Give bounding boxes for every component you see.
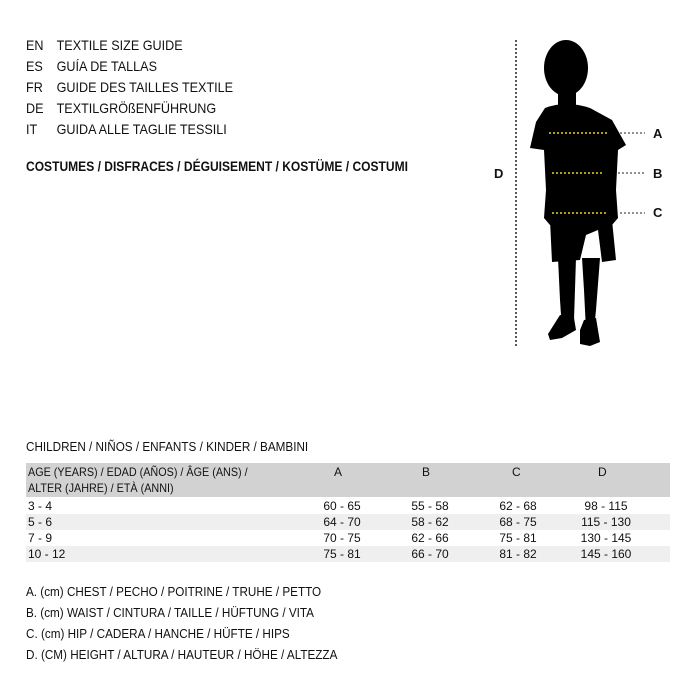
header-d: D bbox=[598, 465, 607, 479]
lang-code: EN bbox=[26, 37, 44, 53]
cell-age: 7 - 9 bbox=[28, 531, 53, 545]
title-line-it: IT GUIDA ALLE TAGLIE TESSILI bbox=[26, 121, 227, 137]
legend-d: D. (CM) HEIGHT / ALTURA / HAUTEUR / HÖHE… bbox=[26, 647, 338, 662]
cell-a: 64 - 70 bbox=[323, 515, 361, 529]
cell-d: 130 - 145 bbox=[580, 531, 632, 545]
child-silhouette-figure bbox=[515, 40, 645, 348]
cell-age: 3 - 4 bbox=[28, 499, 53, 513]
cell-age: 10 - 12 bbox=[28, 547, 66, 561]
header-c: C bbox=[512, 465, 521, 479]
cell-c: 81 - 82 bbox=[499, 547, 537, 561]
cell-b: 58 - 62 bbox=[411, 515, 449, 529]
table-header bbox=[26, 463, 670, 497]
cell-c: 75 - 81 bbox=[499, 531, 537, 545]
section-title: CHILDREN / NIÑOS / ENFANTS / KINDER / BA… bbox=[26, 439, 309, 454]
child-silhouette bbox=[530, 40, 626, 346]
label-a: A bbox=[653, 126, 663, 141]
table-row: 5 - 6 64 - 70 58 - 62 68 - 75 115 - 130 bbox=[26, 514, 670, 530]
label-b: B bbox=[653, 166, 663, 181]
measure-lines bbox=[549, 132, 608, 214]
title-text: TEXTILGRÖßENFÜHRUNG bbox=[56, 100, 217, 116]
title-line-fr: FR GUIDE DES TAILLES TEXTILE bbox=[26, 79, 233, 95]
lang-code: FR bbox=[26, 79, 43, 95]
table-row: 10 - 12 75 - 81 66 - 70 81 - 82 145 - 16… bbox=[26, 546, 670, 562]
header-age-line2: ALTER (JAHRE) / ETÀ (ANNI) bbox=[28, 481, 174, 495]
legend-a: A. (cm) CHEST / PECHO / POITRINE / TRUHE… bbox=[26, 584, 322, 599]
title-text: GUIDE DES TAILLES TEXTILE bbox=[56, 79, 234, 95]
cell-a: 70 - 75 bbox=[323, 531, 361, 545]
lang-code: ES bbox=[26, 58, 43, 74]
table-row: 3 - 4 60 - 65 55 - 58 62 - 68 98 - 115 bbox=[26, 498, 670, 514]
label-d: D bbox=[494, 166, 504, 181]
title-line-de: DE TEXTILGRÖßENFÜHRUNG bbox=[26, 100, 216, 116]
header-b: B bbox=[422, 465, 431, 479]
cell-b: 66 - 70 bbox=[411, 547, 449, 561]
cell-b: 55 - 58 bbox=[411, 499, 449, 513]
title-text: GUIDA ALLE TAGLIE TESSILI bbox=[56, 121, 227, 137]
lang-code: IT bbox=[26, 121, 38, 137]
title-text: GUÍA DE TALLAS bbox=[56, 58, 157, 74]
cell-b: 62 - 66 bbox=[411, 531, 449, 545]
cell-c: 62 - 68 bbox=[499, 499, 537, 513]
header-age-line1: AGE (YEARS) / EDAD (AÑOS) / ÂGE (ANS) / bbox=[28, 465, 248, 479]
cell-a: 75 - 81 bbox=[323, 547, 361, 561]
title-text: TEXTILE SIZE GUIDE bbox=[56, 37, 183, 53]
legend-b: B. (cm) WAIST / CINTURA / TAILLE / HÜFTU… bbox=[26, 605, 314, 620]
legend-c: C. (cm) HIP / CADERA / HANCHE / HÜFTE / … bbox=[26, 626, 290, 641]
title-line-en: EN TEXTILE SIZE GUIDE bbox=[26, 37, 183, 53]
cell-d: 98 - 115 bbox=[584, 499, 628, 513]
table-row: 7 - 9 70 - 75 62 - 66 75 - 81 130 - 145 bbox=[26, 530, 670, 546]
cell-age: 5 - 6 bbox=[28, 515, 53, 529]
category-heading: COSTUMES / DISFRACES / DÉGUISEMENT / KOS… bbox=[26, 158, 408, 174]
cell-a: 60 - 65 bbox=[323, 499, 361, 513]
cell-d: 145 - 160 bbox=[580, 547, 632, 561]
cell-c: 68 - 75 bbox=[499, 515, 537, 529]
header-a: A bbox=[334, 465, 343, 479]
lang-code: DE bbox=[26, 100, 44, 116]
title-line-es: ES GUÍA DE TALLAS bbox=[26, 58, 157, 74]
cell-d: 115 - 130 bbox=[581, 515, 631, 529]
label-c: C bbox=[653, 205, 663, 220]
